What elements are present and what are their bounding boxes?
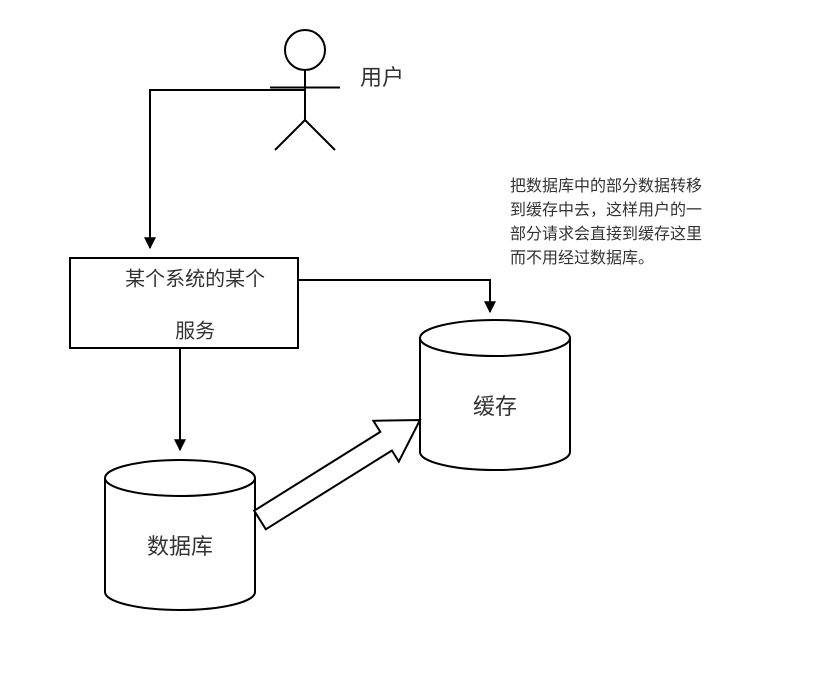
service-label: 某个系统的某个 服务 — [103, 240, 265, 367]
user-label: 用户 — [360, 60, 404, 92]
service-label-line1: 某个系统的某个 — [125, 269, 265, 291]
diagram-canvas: 用户 某个系统的某个 服务 数据库 缓存 把数据库中的部分数据转移 到缓存中去，… — [0, 0, 832, 682]
database-label: 数据库 — [147, 529, 213, 561]
service-label-line2: 服务 — [175, 321, 215, 343]
cache-label: 缓存 — [473, 389, 517, 421]
annotation-text: 把数据库中的部分数据转移 到缓存中去，这样用户的一 部分请求会直接到缓存这里 而… — [510, 175, 750, 271]
